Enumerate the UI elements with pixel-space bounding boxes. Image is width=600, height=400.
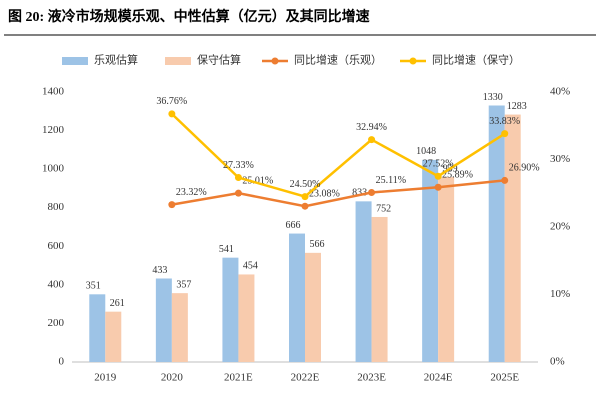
y-tick-label: 1200 — [42, 124, 65, 136]
y-tick-label: 800 — [48, 201, 65, 213]
legend-label: 乐观估算 — [94, 53, 138, 67]
bar — [222, 257, 239, 362]
bar — [171, 293, 188, 362]
y-tick-label: 200 — [48, 317, 65, 329]
bar — [438, 177, 455, 362]
bar — [105, 311, 122, 362]
line-point — [368, 189, 376, 197]
line-value-label: 23.32% — [176, 187, 207, 198]
bar-value-label: 1283 — [507, 101, 527, 112]
line-point — [301, 193, 309, 201]
y2-tick-label: 20% — [550, 221, 570, 233]
line-value-label: 27.52% — [423, 159, 454, 170]
line-point — [501, 176, 509, 184]
legend-label: 同比增速（乐观） — [294, 53, 382, 67]
legend-label: 同比增速（保守） — [432, 53, 520, 67]
line-point — [301, 202, 309, 210]
line-value-label: 26.90% — [509, 163, 540, 174]
y-tick-label: 600 — [48, 240, 65, 252]
x-tick-label: 2020 — [161, 372, 184, 384]
line-point — [168, 201, 176, 209]
bar-value-label: 1048 — [416, 146, 436, 157]
bar-value-label: 261 — [110, 298, 125, 309]
line-value-label: 25.11% — [376, 175, 406, 186]
line-point — [234, 174, 242, 182]
line-point — [501, 130, 509, 138]
legend-label: 保守估算 — [197, 53, 241, 67]
y-tick-label: 1000 — [42, 163, 65, 175]
bar — [371, 216, 388, 362]
bar-value-label: 357 — [176, 279, 191, 290]
legend-swatch — [165, 57, 191, 65]
legend-swatch — [62, 57, 88, 65]
line-value-label: 23.08% — [309, 189, 340, 200]
line-value-label: 27.33% — [223, 160, 254, 171]
line-value-label: 25.89% — [442, 170, 473, 181]
bar-value-label: 454 — [243, 261, 258, 272]
line-value-label: 25.01% — [242, 175, 273, 186]
x-tick-label: 2019 — [94, 372, 117, 384]
bar — [355, 201, 372, 362]
bar-value-label: 351 — [86, 281, 101, 292]
bar — [305, 252, 321, 362]
bar — [422, 159, 439, 362]
y-tick-label: 1400 — [42, 86, 65, 98]
bar-value-label: 1330 — [483, 92, 503, 103]
line-series — [171, 179, 505, 208]
chart-title: 图 20: 液冷市场规模乐观、中性估算（亿元）及其同比增速 — [8, 8, 370, 25]
legend-swatch — [409, 57, 417, 65]
line-point — [434, 172, 442, 180]
y2-tick-label: 0% — [550, 356, 565, 368]
line-point — [368, 136, 376, 144]
x-tick-label: 2021E — [224, 372, 253, 384]
y2-tick-label: 40% — [550, 86, 570, 98]
bar — [89, 294, 106, 362]
bar-value-label: 541 — [219, 244, 234, 255]
line-value-label: 33.83% — [489, 116, 520, 127]
x-tick-label: 2022E — [291, 372, 320, 384]
bar-value-label: 666 — [286, 220, 301, 231]
y2-tick-label: 10% — [550, 288, 570, 300]
bar — [289, 233, 305, 362]
y2-tick-label: 30% — [550, 153, 570, 165]
bar-value-label: 433 — [152, 265, 167, 276]
bar — [238, 274, 255, 362]
x-tick-label: 2023E — [357, 372, 386, 384]
line-value-label: 24.50% — [290, 179, 321, 190]
bar-value-label: 833 — [352, 188, 367, 199]
line-value-label: 36.76% — [156, 96, 187, 107]
bar — [488, 105, 505, 362]
x-tick-label: 2024E — [424, 372, 453, 384]
line-point — [234, 189, 242, 197]
y-tick-label: 0 — [59, 356, 65, 368]
bar-value-label: 752 — [376, 203, 391, 214]
bar — [155, 278, 172, 362]
line-series — [170, 112, 506, 199]
bar-value-label: 566 — [310, 239, 325, 250]
line-value-label: 32.94% — [356, 122, 387, 133]
x-tick-label: 2025E — [490, 372, 519, 384]
line-point — [434, 183, 442, 191]
bar — [504, 114, 521, 362]
y-tick-label: 400 — [48, 278, 65, 290]
legend-swatch — [271, 57, 279, 65]
line-point — [168, 110, 176, 118]
